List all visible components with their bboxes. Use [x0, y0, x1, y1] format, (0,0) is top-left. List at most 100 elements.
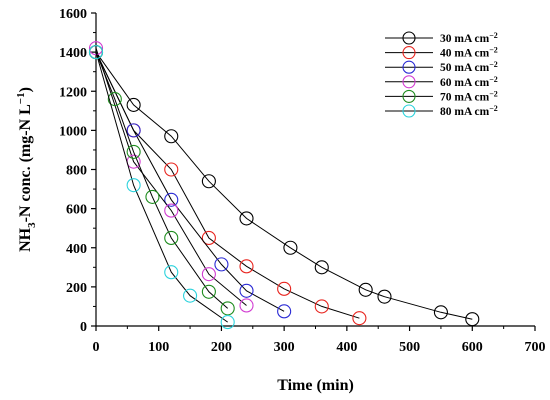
data-point — [183, 288, 198, 303]
data-point — [145, 189, 160, 204]
data-point — [314, 299, 329, 314]
x-axis-title: Time (min) — [277, 377, 354, 394]
x-tick-label: 100 — [148, 340, 169, 355]
legend-label: 70 mA cm−2 — [440, 89, 498, 103]
data-point — [201, 230, 216, 246]
legend-item: 60 mA cm−2 — [385, 75, 498, 89]
data-point — [88, 45, 104, 60]
legend-label-superscript: −2 — [489, 46, 498, 55]
y-axis-title-part: ) — [17, 87, 34, 92]
data-point — [283, 240, 298, 255]
data-point — [352, 311, 367, 326]
series-line — [95, 48, 247, 306]
data-point — [201, 174, 216, 189]
data-point — [239, 298, 254, 313]
data-point — [164, 162, 179, 177]
y-axis-title-part: NH — [17, 227, 34, 252]
data-point — [126, 123, 141, 138]
data-point — [239, 283, 254, 298]
legend-marker — [402, 46, 416, 60]
x-tick-label: 0 — [93, 340, 100, 355]
data-point — [126, 178, 141, 193]
data-point — [201, 284, 216, 299]
data-point — [465, 312, 480, 327]
data-point — [277, 304, 292, 319]
data-point — [433, 305, 448, 320]
data-point — [214, 257, 229, 272]
y-tick-label: 1400 — [59, 46, 87, 61]
x-axis-ticks: 0 100 200 300 400 500 600 700 — [93, 326, 546, 355]
y-tick-label: 800 — [66, 164, 87, 179]
legend-label-superscript: −2 — [489, 75, 498, 84]
legend-label: 80 mA cm−2 — [440, 104, 498, 118]
series-3 — [88, 45, 292, 319]
legend-marker — [402, 60, 416, 74]
data-point — [88, 41, 104, 56]
x-tick-label: 700 — [525, 340, 546, 355]
data-point — [107, 92, 122, 107]
data-point — [164, 203, 179, 218]
data-point — [164, 230, 179, 246]
chart-axes — [95, 13, 535, 327]
legend-label-superscript: −2 — [489, 31, 498, 40]
data-point — [164, 129, 179, 144]
data-point — [164, 265, 179, 280]
series-line — [95, 51, 228, 323]
series-line — [95, 51, 285, 312]
data-point — [164, 192, 179, 207]
y-tick-label: 400 — [66, 242, 87, 257]
series-6 — [88, 45, 235, 330]
legend-label-superscript: −2 — [489, 60, 498, 69]
legend-label: 60 mA cm−2 — [440, 75, 498, 89]
legend-marker — [402, 104, 416, 118]
legend-label-superscript: −2 — [489, 104, 498, 113]
legend-item: 40 mA cm−2 — [385, 46, 498, 60]
y-tick-label: 1600 — [59, 7, 87, 22]
series-line — [95, 51, 473, 320]
y-tick-label: 1200 — [59, 85, 87, 100]
y-tick-label: 1000 — [59, 124, 87, 139]
legend-label-text: 30 mA cm — [440, 33, 490, 45]
data-point — [358, 282, 373, 297]
data-point — [277, 281, 292, 296]
y-tick-label: 200 — [66, 281, 87, 296]
legend-label: 30 mA cm−2 — [440, 31, 498, 45]
y-axis-ticks: 0 200 400 600 800 1000 1200 1400 1600 — [59, 7, 96, 335]
y-axis-title-superscript: −1 — [15, 92, 27, 104]
x-tick-label: 500 — [399, 340, 420, 355]
legend-marker — [402, 75, 416, 89]
data-point — [126, 97, 141, 112]
legend-marker — [402, 31, 416, 45]
data-point — [126, 144, 141, 159]
x-tick-label: 200 — [211, 340, 232, 355]
x-tick-label: 600 — [462, 340, 483, 355]
legend-label-superscript: −2 — [489, 89, 498, 98]
legend-marker — [402, 89, 416, 103]
data-point — [201, 267, 216, 282]
data-point — [314, 260, 329, 275]
chart-legend: 30 mA cm−240 mA cm−250 mA cm−260 mA cm−2… — [385, 31, 498, 118]
legend-label-text: 80 mA cm — [440, 106, 490, 118]
series-line — [95, 51, 229, 309]
data-point — [220, 301, 235, 316]
series-line — [95, 51, 360, 319]
legend-label: 40 mA cm−2 — [440, 46, 498, 60]
legend-label-text: 50 mA cm — [440, 62, 490, 74]
legend-label-text: 70 mA cm — [440, 91, 490, 103]
y-axis-title: NH3-N conc. (mg-N L−1) — [15, 87, 38, 252]
x-tick-label: 300 — [274, 340, 295, 355]
y-axis-title-subscript: 3 — [26, 222, 38, 228]
data-point — [239, 211, 254, 226]
data-point — [239, 259, 254, 274]
legend-item: 30 mA cm−2 — [385, 31, 498, 45]
plot-area — [88, 41, 480, 330]
data-point — [377, 289, 392, 304]
legend-label: 50 mA cm−2 — [440, 60, 498, 74]
series-2 — [88, 45, 367, 326]
legend-item: 70 mA cm−2 — [385, 89, 498, 103]
data-point — [220, 315, 235, 330]
legend-item: 80 mA cm−2 — [385, 104, 498, 118]
legend-item: 50 mA cm−2 — [385, 60, 498, 74]
legend-label-text: 40 mA cm — [440, 48, 490, 60]
